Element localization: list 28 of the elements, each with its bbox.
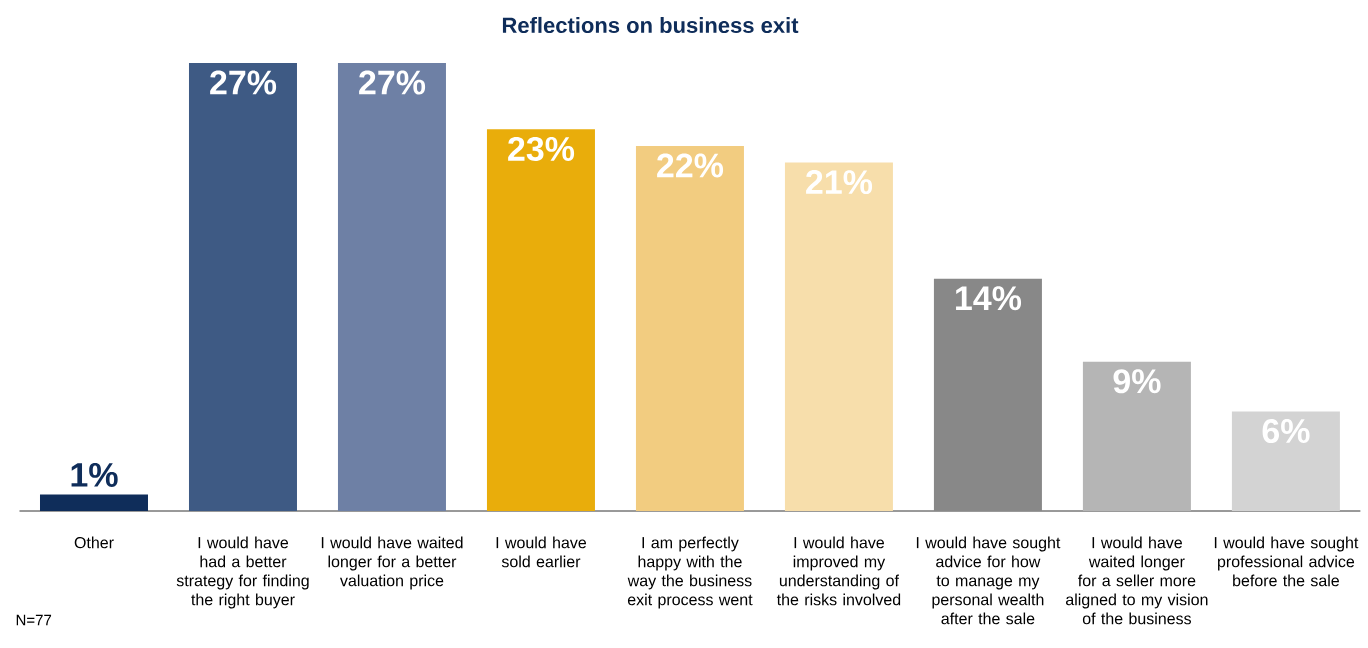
bar bbox=[39, 494, 148, 511]
chart-title: Reflections on business exit bbox=[502, 16, 799, 34]
data-label: 14% bbox=[956, 286, 1022, 311]
bar bbox=[1082, 361, 1191, 511]
text: N=77 bbox=[16, 614, 52, 626]
data-label: 22% bbox=[657, 153, 724, 178]
x-tick-label: I would have waited longer for a seller more aligned to my vision of the business bbox=[1066, 536, 1208, 625]
x-tick-label: I would have sought professional advice before the sale bbox=[1214, 536, 1359, 587]
x-tick-label: I would have had a better strategy for finding the right buyer bbox=[176, 536, 309, 609]
x-tick-label: I would have sought advice for how to manage my personal wealth after the sale bbox=[916, 536, 1061, 625]
data-label: 27% bbox=[359, 70, 426, 95]
data-label: 1% bbox=[71, 462, 118, 487]
data-label: 23% bbox=[508, 136, 575, 162]
bar bbox=[486, 129, 595, 511]
bar bbox=[784, 162, 893, 511]
bar bbox=[337, 63, 446, 511]
x-tick-label: I would have sold earlier bbox=[496, 536, 587, 568]
bar bbox=[635, 145, 744, 511]
bar bbox=[1231, 411, 1340, 511]
data-label: 21% bbox=[806, 170, 873, 195]
x-tick-label: I would have waited longer for a better valuation price bbox=[321, 536, 463, 590]
bar bbox=[933, 278, 1042, 511]
bar bbox=[188, 63, 297, 511]
x-tick-label: I am perfectly happy with the way the business exit process went bbox=[627, 536, 753, 609]
x-tick-label: Other bbox=[74, 536, 114, 549]
data-label: 27% bbox=[210, 70, 277, 95]
data-label: 9% bbox=[1113, 369, 1161, 394]
x-tick-label: I would have improved my understanding of the risks involved bbox=[776, 536, 901, 606]
